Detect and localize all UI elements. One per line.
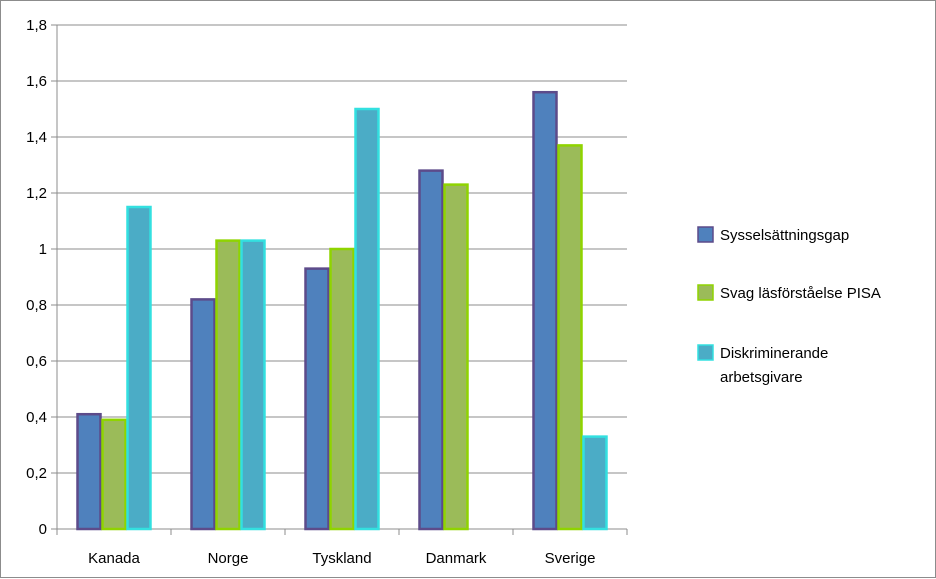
bar-sverige-series-3 bbox=[582, 435, 608, 531]
x-tick-label: Danmark bbox=[426, 550, 487, 567]
bar-tyskland-series-1 bbox=[304, 267, 330, 531]
x-tick-label: Norge bbox=[208, 550, 249, 567]
bar-kanada-series-1 bbox=[76, 412, 102, 531]
legend-swatch bbox=[697, 344, 714, 361]
y-tick-label: 1 bbox=[39, 241, 47, 258]
bar-tyskland-series-3 bbox=[354, 107, 380, 531]
y-tick-label: 0,4 bbox=[26, 409, 47, 426]
x-tick-label: Kanada bbox=[88, 550, 140, 567]
y-tick-label: 0 bbox=[39, 521, 47, 538]
x-tick-label: Sverige bbox=[545, 550, 596, 567]
legend-item-1: Sysselsättningsgap bbox=[697, 226, 849, 244]
bar-tyskland-series-2 bbox=[329, 247, 355, 531]
y-tick-label: 0,2 bbox=[26, 465, 47, 482]
y-tick-label: 1,2 bbox=[26, 185, 47, 202]
x-tick-label: Tyskland bbox=[312, 550, 371, 567]
bars bbox=[76, 90, 608, 531]
bar-norge-series-2 bbox=[215, 239, 241, 531]
bar-sverige-series-2 bbox=[557, 144, 583, 531]
y-tick-label: 1,6 bbox=[26, 73, 47, 90]
legend-label: Svag läsförståelse PISA bbox=[720, 285, 881, 302]
legend-item-3: Diskriminerande arbetsgivare bbox=[697, 344, 828, 386]
bar-danmark-series-2 bbox=[443, 183, 469, 531]
y-tick-labels: 0 0,2 0,4 0,6 0,8 1 1,2 1,4 1,6 1,8 bbox=[26, 17, 47, 538]
y-tick-label: 1,4 bbox=[26, 129, 47, 146]
y-tick-label: 0,6 bbox=[26, 353, 47, 370]
legend: Sysselsättningsgap Svag läsförståelse PIS… bbox=[697, 226, 881, 386]
bar-danmark-series-1 bbox=[418, 169, 444, 531]
legend-swatch bbox=[697, 226, 714, 243]
bar-sverige-series-1 bbox=[532, 90, 558, 531]
bar-norge-series-3 bbox=[240, 239, 266, 531]
legend-swatch bbox=[697, 284, 714, 301]
y-tick-label: 0,8 bbox=[26, 297, 47, 314]
legend-item-2: Svag läsförståelse PISA bbox=[697, 284, 881, 302]
bar-kanada-series-2 bbox=[101, 418, 127, 531]
y-tick-label: 1,8 bbox=[26, 17, 47, 34]
legend-label: Diskriminerande arbetsgivare bbox=[720, 345, 828, 386]
x-tick-labels: Kanada Norge Tyskland Danmark Sverige bbox=[88, 550, 595, 567]
bar-kanada-series-3 bbox=[126, 205, 152, 531]
bar-norge-series-1 bbox=[190, 298, 216, 531]
legend-label: Sysselsättningsgap bbox=[720, 227, 849, 244]
